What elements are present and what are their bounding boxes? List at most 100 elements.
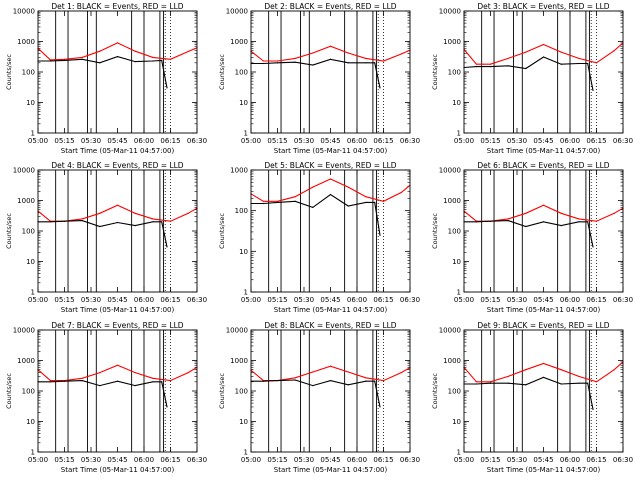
x-tick-label: 05:15 [267, 456, 287, 464]
x-tick-label: 05:15 [54, 456, 74, 464]
data-point-lld [152, 56, 154, 59]
x-tick-label: 06:30 [400, 296, 420, 304]
data-point-lld [276, 200, 279, 202]
data-point-events [560, 63, 562, 65]
chart-title: Det 7: BLACK = Events, RED = LLD [51, 321, 183, 330]
x-tick-label: 06:00 [560, 456, 580, 464]
series-line-events [464, 220, 594, 248]
data-point-lld [99, 50, 101, 52]
y-tick-label: 100 [448, 228, 461, 236]
data-point-events [116, 221, 119, 224]
series-line-lld [37, 364, 198, 382]
data-point-lld [134, 212, 136, 214]
data-point-events [507, 220, 509, 222]
data-point-lld [169, 380, 172, 382]
data-point-lld [542, 204, 545, 206]
data-point-lld [595, 220, 598, 222]
y-tick-label: 1000 [443, 197, 461, 205]
x-tick-label: 06:15 [373, 296, 393, 304]
x-tick-label: 06:30 [187, 296, 207, 304]
data-point-events [587, 62, 589, 65]
data-point-events [294, 61, 296, 63]
y-tick-label: 1000 [17, 38, 35, 46]
x-tick-label: 05:30 [294, 296, 314, 304]
x-tick-label: 06:00 [347, 137, 367, 145]
data-point-lld [294, 377, 296, 379]
data-point-lld [347, 186, 349, 188]
data-point-lld [525, 212, 527, 214]
data-point-lld [262, 60, 264, 62]
data-point-events [276, 62, 279, 64]
chart-panel-3: Det 3: BLACK = Events, RED = LLD Counts/s… [431, 2, 633, 155]
data-point-events [134, 61, 136, 63]
data-point-events [365, 62, 367, 64]
data-point-events [560, 383, 562, 385]
x-tick-label: 05:45 [107, 296, 127, 304]
y-tick-label: 100 [235, 388, 248, 396]
data-point-events [63, 380, 66, 382]
data-point-events [99, 62, 101, 64]
data-point-lld [489, 63, 492, 65]
data-point-lld [365, 57, 367, 60]
x-tick-label: 06:15 [160, 456, 180, 464]
chart-panel-7: Det 7: BLACK = Events, RED = LLD Counts/s… [5, 321, 207, 474]
plot-frame [463, 329, 624, 453]
plot-frame [250, 10, 411, 134]
x-tick-label: 06:15 [586, 456, 606, 464]
data-point-events [560, 225, 562, 227]
data-point-events [365, 201, 367, 203]
y-tick-label: 1000 [443, 357, 461, 365]
y-tick-label: 100 [22, 228, 35, 236]
series-line-lld [250, 365, 411, 382]
data-point-lld [382, 380, 385, 382]
data-point-lld [187, 372, 189, 374]
data-point-lld [613, 212, 615, 214]
series-line-lld [250, 178, 411, 202]
y-axis-label: Counts/sec [431, 213, 439, 249]
x-tick-label: 05:00 [28, 137, 48, 145]
chart-panel-6: Det 6: BLACK = Events, RED = LLD Counts/s… [431, 161, 633, 314]
x-tick-label: 05:45 [107, 137, 127, 145]
x-tick-label: 05:30 [294, 456, 314, 464]
x-tick-label: 05:30 [81, 456, 101, 464]
data-point-events [542, 376, 545, 378]
y-tick-label: 1000 [230, 38, 248, 46]
x-tick-label: 05:00 [454, 456, 474, 464]
x-axis-label: Start Time (05-Mar-11 04:57:00) [274, 466, 388, 474]
data-point-lld [475, 381, 477, 383]
data-point-events [276, 380, 279, 382]
x-tick-label: 06:00 [560, 296, 580, 304]
x-tick-label: 06:15 [373, 137, 393, 145]
x-tick-label: 05:45 [107, 456, 127, 464]
data-point-lld [507, 218, 509, 220]
data-point-lld [49, 59, 52, 61]
data-point-lld [99, 212, 101, 214]
y-tick-label: 1000 [17, 357, 35, 365]
y-tick-label: 1000 [17, 197, 35, 205]
x-tick-label: 05:15 [54, 296, 74, 304]
data-point-events [63, 59, 66, 62]
data-point-events [166, 406, 168, 408]
x-tick-label: 05:15 [480, 296, 500, 304]
x-axis-label: Start Time (05-Mar-11 04:57:00) [61, 147, 175, 155]
data-point-events [379, 234, 381, 236]
x-tick-label: 06:15 [586, 137, 606, 145]
y-tick-label: 1 [457, 130, 461, 138]
data-point-events [489, 66, 492, 68]
series-line-lld [463, 204, 624, 222]
chart-panel-1: Det 1: BLACK = Events, RED = LLD Counts/s… [5, 2, 207, 155]
y-tick-label: 100 [235, 69, 248, 77]
x-tick-label: 05:00 [28, 296, 48, 304]
y-tick-label: 10 [452, 99, 461, 107]
data-point-lld [294, 196, 296, 198]
chart-panel-2: Det 2: BLACK = Events, RED = LLD Counts/s… [218, 2, 420, 155]
chart-title: Det 4: BLACK = Events, RED = LLD [51, 161, 183, 170]
chart-title: Det 1: BLACK = Events, RED = LLD [51, 2, 183, 11]
plot-frame [37, 10, 198, 134]
data-point-events [99, 225, 101, 228]
x-tick-label: 06:15 [586, 296, 606, 304]
chart-title: Det 9: BLACK = Events, RED = LLD [477, 321, 609, 330]
data-point-events [161, 221, 163, 223]
data-point-events [152, 60, 154, 62]
data-point-events [592, 89, 594, 91]
